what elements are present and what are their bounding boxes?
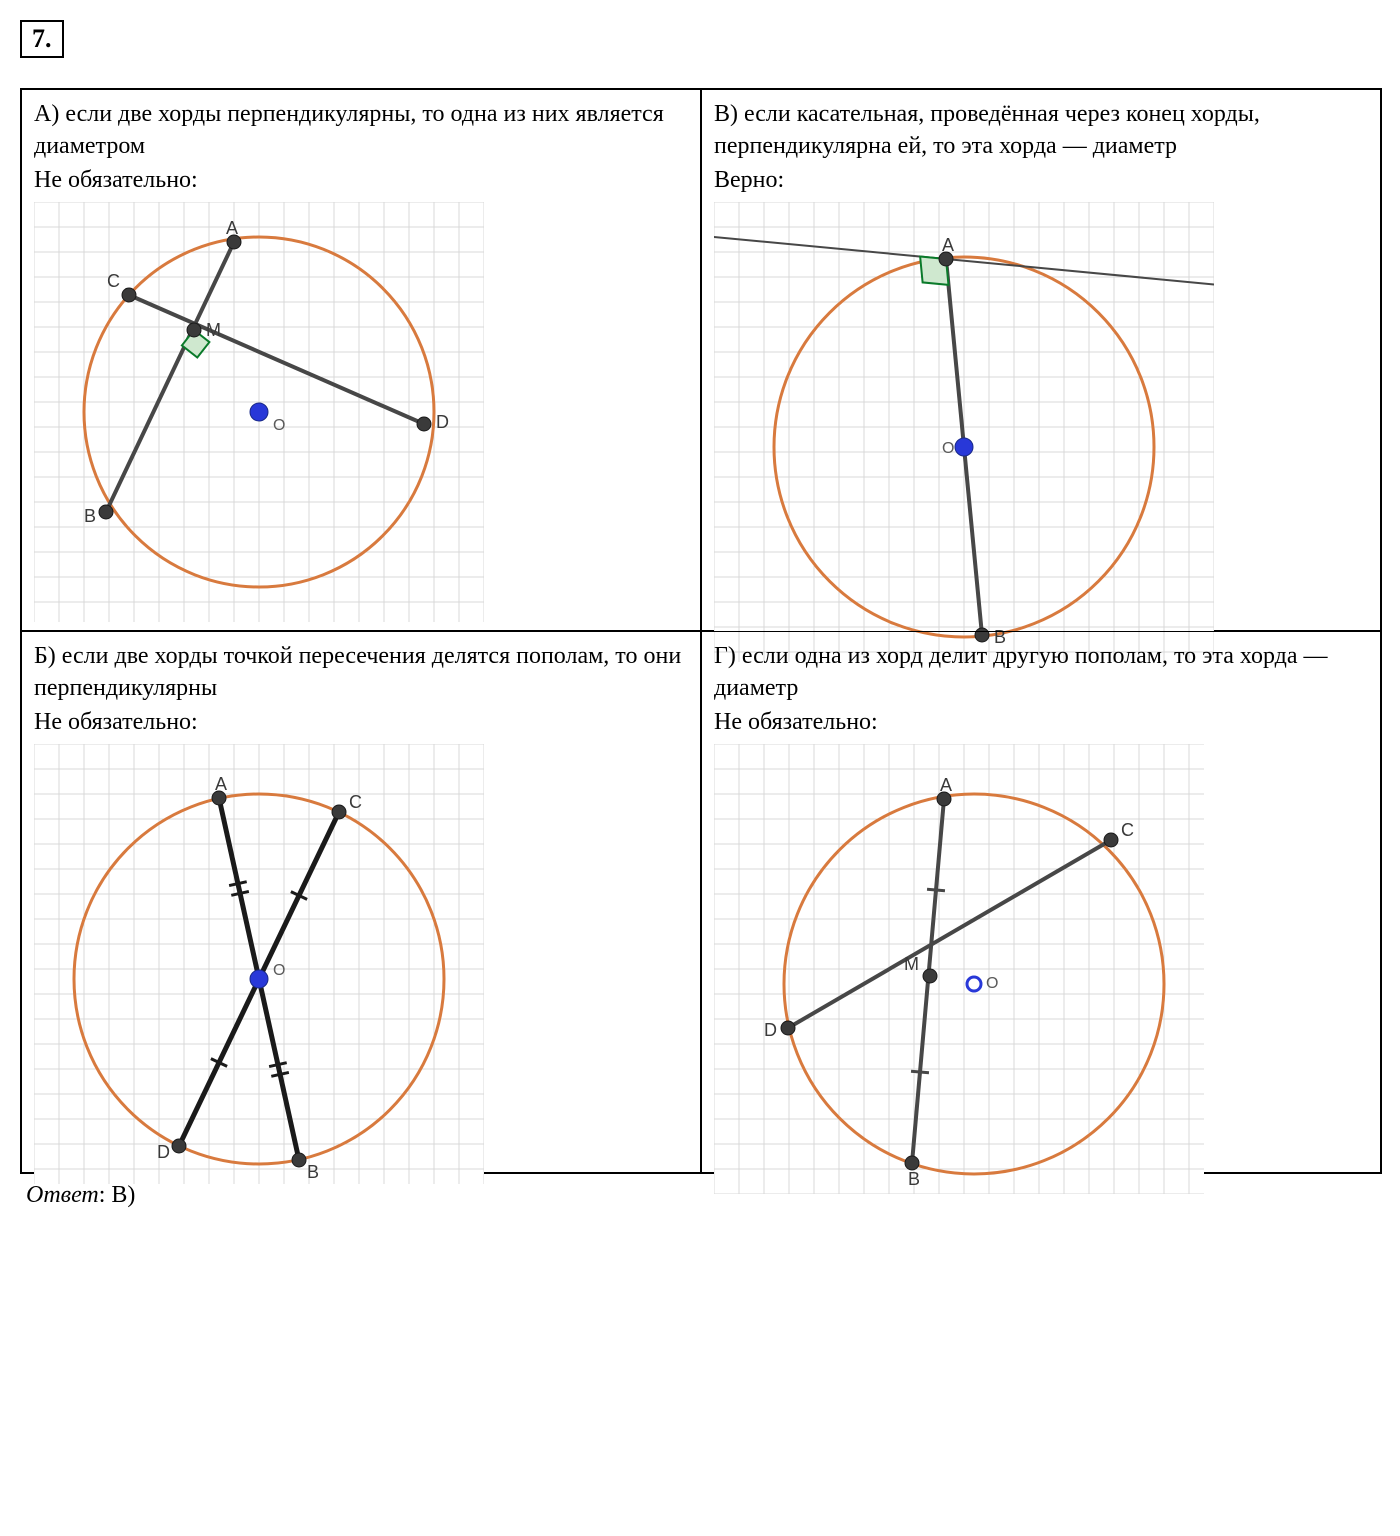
text-V: если касательная, проведённая через коне… bbox=[714, 101, 1260, 159]
prefix-G: Г) bbox=[714, 643, 742, 669]
statement-V: В) если касательная, проведённая через к… bbox=[714, 98, 1368, 163]
verdict-B: Не обязательно: bbox=[34, 709, 688, 736]
svg-text:A: A bbox=[940, 775, 952, 795]
svg-text:A: A bbox=[226, 218, 238, 238]
text-B: если две хорды точкой пересечения делятс… bbox=[34, 643, 681, 701]
svg-text:M: M bbox=[904, 954, 919, 974]
diagram-V: OAB bbox=[714, 202, 1164, 622]
statement-A: А) если две хорды перпендикулярны, то од… bbox=[34, 98, 688, 163]
svg-text:D: D bbox=[764, 1020, 777, 1040]
cell-G: Г) если одна из хорд делит другую попола… bbox=[701, 631, 1381, 1173]
svg-text:B: B bbox=[84, 506, 96, 526]
verdict-V: Верно: bbox=[714, 167, 1368, 194]
prefix-V: В) bbox=[714, 101, 744, 127]
text-A: если две хорды перпендикулярны, то одна … bbox=[34, 101, 664, 159]
grid-layout: А) если две хорды перпендикулярны, то од… bbox=[20, 88, 1382, 1174]
svg-text:M: M bbox=[206, 320, 221, 340]
verdict-A: Не обязательно: bbox=[34, 167, 688, 194]
svg-text:D: D bbox=[436, 412, 449, 432]
svg-text:C: C bbox=[107, 271, 120, 291]
diagram-B: OABCD bbox=[34, 744, 484, 1164]
statement-B: Б) если две хорды точкой пересечения дел… bbox=[34, 640, 688, 705]
question-number: 7. bbox=[20, 20, 64, 58]
diagram-G: OABCDM bbox=[714, 744, 1164, 1164]
answer-value: : В) bbox=[99, 1182, 136, 1208]
prefix-B: Б) bbox=[34, 643, 62, 669]
cell-V: В) если касательная, проведённая через к… bbox=[701, 89, 1381, 631]
svg-text:D: D bbox=[157, 1142, 170, 1162]
svg-text:A: A bbox=[942, 235, 954, 255]
prefix-A: А) bbox=[34, 101, 65, 127]
svg-text:A: A bbox=[215, 774, 227, 794]
svg-text:O: O bbox=[942, 440, 954, 457]
svg-text:C: C bbox=[1121, 820, 1134, 840]
text-G: если одна из хорд делит другую пополам, … bbox=[714, 643, 1327, 701]
answer-label: Ответ bbox=[26, 1182, 99, 1208]
svg-text:O: O bbox=[986, 975, 998, 992]
diagram-A: O A B C D M bbox=[34, 202, 484, 622]
svg-text:O: O bbox=[273, 962, 285, 979]
svg-text:B: B bbox=[307, 1162, 319, 1182]
statement-G: Г) если одна из хорд делит другую попола… bbox=[714, 640, 1368, 705]
svg-text:O: O bbox=[273, 417, 285, 434]
svg-text:C: C bbox=[349, 792, 362, 812]
cell-B: Б) если две хорды точкой пересечения дел… bbox=[21, 631, 701, 1173]
svg-text:B: B bbox=[908, 1169, 920, 1189]
verdict-G: Не обязательно: bbox=[714, 709, 1368, 736]
cell-A: А) если две хорды перпендикулярны, то од… bbox=[21, 89, 701, 631]
